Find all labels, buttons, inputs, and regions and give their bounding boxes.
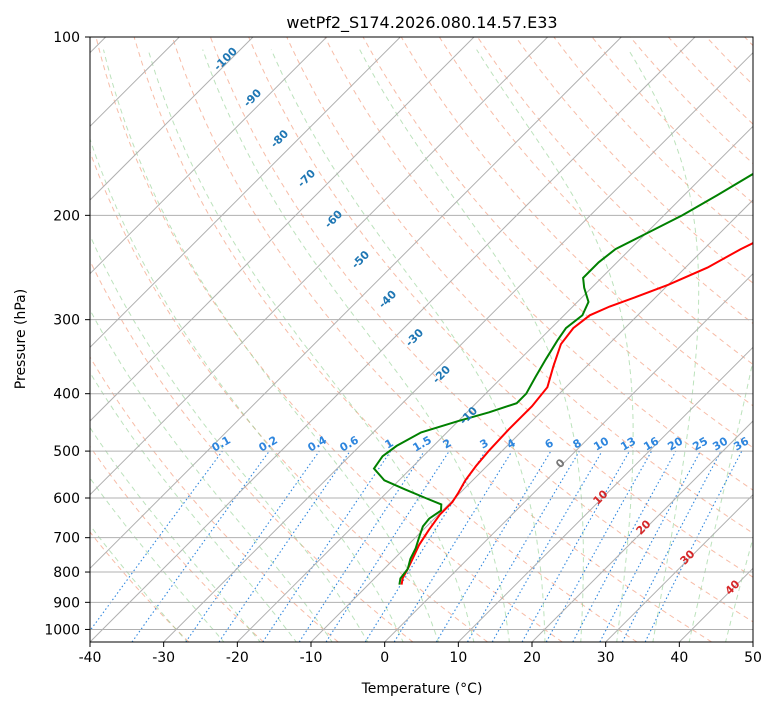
mixing-ratio-line [644, 450, 743, 642]
isotherm-gridline [90, 37, 254, 201]
x-tick-label: -40 [79, 650, 102, 666]
dry-adiabat [210, 37, 753, 623]
moist-adiabat [90, 524, 188, 642]
isotherm-gridline [163, 51, 753, 642]
axes: -40 -30 -20 -10 0 10 20 30 40 50 100 200 300 400 500 60… [44, 30, 762, 666]
x-tick-label: 10 [449, 650, 467, 666]
isotherm-gridline [90, 37, 328, 275]
y-tick-label: 700 [53, 531, 80, 547]
x-tick-label: -30 [152, 650, 175, 666]
moist-adiabat [476, 49, 634, 642]
dry-adiabat [362, 37, 753, 449]
isotherm-gridline [90, 37, 622, 570]
moist-adiabat [688, 358, 753, 642]
y-tick-label: 300 [53, 313, 80, 329]
y-tick-label: 100 [53, 30, 80, 46]
x-tick-label: 40 [670, 650, 688, 666]
moist-adiabat [90, 137, 404, 642]
y-tick-label: 600 [53, 491, 80, 507]
isotherm-gridline [310, 199, 753, 642]
moist-adiabat [103, 49, 440, 642]
dry-adiabat [324, 37, 753, 491]
plot-frame [89, 36, 754, 643]
mixing-ratio-line [131, 450, 270, 642]
moist-adiabat [359, 49, 584, 642]
x-tick-label: -10 [300, 650, 323, 666]
moist-adiabat [202, 49, 510, 642]
dry-adiabat [95, 37, 563, 642]
chart-title: wetPf2_S174.2026.080.14.57.E33 [286, 13, 557, 33]
y-tick-label: 900 [53, 595, 80, 611]
mixing-ratio-line [393, 450, 513, 642]
x-tick-label: 30 [597, 650, 615, 666]
isotherm-gridline [90, 37, 475, 422]
dry-adiabat [90, 356, 339, 642]
moist-adiabat [270, 49, 546, 642]
x-tick-label: 20 [523, 650, 541, 666]
x-tick-label: 0 [380, 650, 389, 666]
isotherm-gridline [457, 346, 753, 642]
dry-adiabat [90, 259, 414, 642]
isotherm-gridline [384, 272, 753, 642]
mixing-ratio-line [298, 450, 425, 642]
dry-adiabat [400, 37, 753, 407]
isotherm-gridline [605, 493, 753, 642]
isotherm-gridline [90, 37, 549, 496]
y-tick-label: 400 [53, 387, 80, 403]
y-tick-label: 200 [53, 208, 80, 224]
background-lines [90, 37, 753, 642]
isotherm-gridline [236, 125, 753, 642]
dry-adiabat [90, 531, 190, 642]
dry-adiabat [133, 37, 638, 642]
y-tick-label: 1000 [44, 622, 80, 638]
mixing-ratio-line [218, 450, 351, 642]
mixing-ratio-line [185, 450, 320, 642]
isotherm-gridline [531, 420, 753, 642]
temperature-line [400, 241, 753, 585]
moist-adiabat [90, 371, 297, 642]
isotherm-gridline [90, 37, 401, 349]
mixing-ratio-line [262, 450, 392, 642]
y-tick-label: 500 [53, 444, 80, 460]
moist-adiabat [90, 426, 261, 642]
dewpoint-line [372, 172, 753, 585]
x-axis-label: Temperature (°C) [361, 681, 483, 697]
profile-lines [372, 172, 753, 585]
x-tick-label: 50 [744, 650, 762, 666]
mixing-ratio-line [90, 450, 223, 632]
mixing-ratio-line [545, 450, 653, 642]
y-tick-label: 800 [53, 565, 80, 581]
mixing-ratio-line [521, 450, 630, 642]
y-axis-label: Pressure (hPa) [13, 289, 29, 389]
isotherm-gridline [90, 37, 696, 642]
moist-adiabat [90, 308, 333, 642]
x-tick-label: -20 [226, 650, 249, 666]
dry-adiabat [248, 37, 753, 578]
moist-adiabat [147, 49, 475, 642]
mixing-ratio-line [325, 450, 450, 642]
mixing-ratio-line [572, 450, 677, 642]
